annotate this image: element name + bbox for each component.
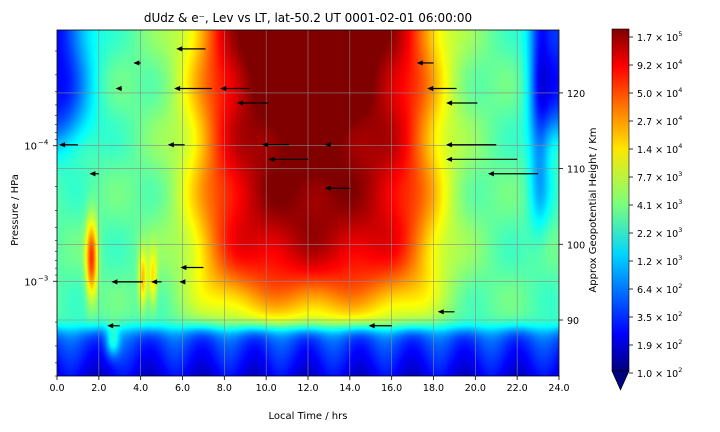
wind-arrow bbox=[176, 46, 206, 52]
colorbar-tick-label: 4.1 × 103 bbox=[637, 198, 682, 212]
x-tick-label: 20.0 bbox=[465, 383, 486, 394]
y-axis-label: Pressure / HPa bbox=[10, 174, 21, 246]
wind-arrow bbox=[324, 185, 350, 191]
wind-arrows bbox=[59, 46, 539, 329]
x-tick-label: 18.0 bbox=[423, 383, 444, 394]
x-tick-label: 24.0 bbox=[548, 383, 569, 394]
wind-arrow bbox=[446, 142, 497, 148]
x-tick-label: 8.0 bbox=[217, 383, 232, 394]
y-tick-label: 10 bbox=[24, 142, 37, 153]
colorbar-extend-triangle bbox=[611, 370, 630, 391]
colorbar: 1.7 × 105 9.2 × 104 5.0 × 104 2.7 × 104 1.4 … bbox=[611, 28, 682, 391]
wind-arrow bbox=[59, 142, 78, 148]
colorbar-tick-label: 6.4 × 102 bbox=[637, 282, 682, 296]
colorbar-tick-label: 1.7 × 105 bbox=[637, 30, 682, 44]
wind-arrow bbox=[324, 142, 331, 148]
plot-area bbox=[56, 29, 560, 377]
wind-arrow bbox=[220, 85, 250, 92]
colorbar-tick-label: 1.0 × 102 bbox=[637, 366, 682, 380]
wind-arrow bbox=[89, 171, 99, 177]
wind-arrow bbox=[167, 142, 185, 148]
colorbar-tick-label: 2.7 × 104 bbox=[637, 114, 682, 128]
colorbar-tick-label: 2.2 × 103 bbox=[637, 226, 682, 240]
x-axis-label: Local Time / hrs bbox=[269, 411, 348, 422]
x-axis: 0.0 2.0 4.0 6.0 8.0 10.0 12.0 14.0 16.0 18.0 20.0 2… bbox=[49, 376, 570, 394]
y-tick-exponent: −3 bbox=[38, 274, 48, 282]
y-axis-right: 90 100 110 120 bbox=[559, 89, 585, 327]
x-tick-label: 2.0 bbox=[91, 383, 106, 394]
y-tick-label: 10 bbox=[24, 277, 37, 288]
wind-arrow bbox=[180, 264, 204, 271]
wind-arrow bbox=[236, 100, 269, 106]
x-tick-label: 4.0 bbox=[133, 383, 148, 394]
wind-arrow bbox=[174, 85, 212, 92]
colorbar-tick-label: 1.4 × 104 bbox=[637, 142, 682, 156]
grid-lines bbox=[57, 30, 559, 376]
wind-arrow bbox=[115, 85, 122, 92]
y-axis-left: 10−410−3 bbox=[24, 50, 57, 377]
wind-arrow bbox=[107, 323, 120, 329]
wind-arrow bbox=[261, 142, 290, 148]
x-tick-label: 0.0 bbox=[49, 383, 64, 394]
wind-arrow bbox=[416, 60, 434, 66]
y2-axis-label: Approx Geopotential Height / Km bbox=[588, 127, 599, 292]
x-tick-label: 16.0 bbox=[381, 383, 402, 394]
y2-tick-label: 100 bbox=[567, 240, 585, 251]
wind-arrow bbox=[133, 60, 141, 66]
wind-arrow bbox=[487, 171, 539, 177]
x-tick-label: 12.0 bbox=[297, 383, 318, 394]
wind-arrow bbox=[368, 323, 392, 329]
wind-arrow bbox=[446, 100, 478, 106]
y2-tick-label: 110 bbox=[567, 165, 585, 176]
colorbar-tick-label: 7.7 × 103 bbox=[637, 170, 682, 184]
chart-title: dUdz & e⁻, Lev vs LT, lat-50.2 UT 0001-0… bbox=[144, 11, 472, 25]
wind-arrow bbox=[111, 279, 143, 285]
colorbar-ticks: 1.7 × 105 9.2 × 104 5.0 × 104 2.7 × 104 1.4 … bbox=[629, 30, 682, 380]
colorbar-tick-label: 9.2 × 104 bbox=[637, 58, 682, 72]
x-tick-label: 6.0 bbox=[175, 383, 190, 394]
wind-arrow bbox=[179, 279, 186, 285]
x-tick-label: 22.0 bbox=[507, 383, 528, 394]
wind-arrow bbox=[437, 309, 455, 315]
y2-tick-label: 90 bbox=[567, 316, 579, 327]
wind-arrow bbox=[151, 279, 162, 285]
colorbar-tick-label: 3.5 × 102 bbox=[637, 310, 682, 324]
wind-arrow bbox=[268, 156, 308, 162]
x-tick-label: 14.0 bbox=[339, 383, 360, 394]
colorbar-tick-label: 1.2 × 103 bbox=[637, 254, 682, 268]
colorbar-tick-label: 5.0 × 104 bbox=[637, 86, 682, 100]
colorbar-gradient bbox=[611, 28, 630, 372]
y-tick-exponent: −4 bbox=[38, 139, 49, 147]
wind-arrow bbox=[427, 85, 457, 92]
y2-tick-label: 120 bbox=[567, 89, 585, 100]
wind-arrow bbox=[446, 156, 518, 162]
colorbar-tick-label: 1.9 × 102 bbox=[637, 338, 682, 352]
x-tick-label: 10.0 bbox=[256, 383, 277, 394]
